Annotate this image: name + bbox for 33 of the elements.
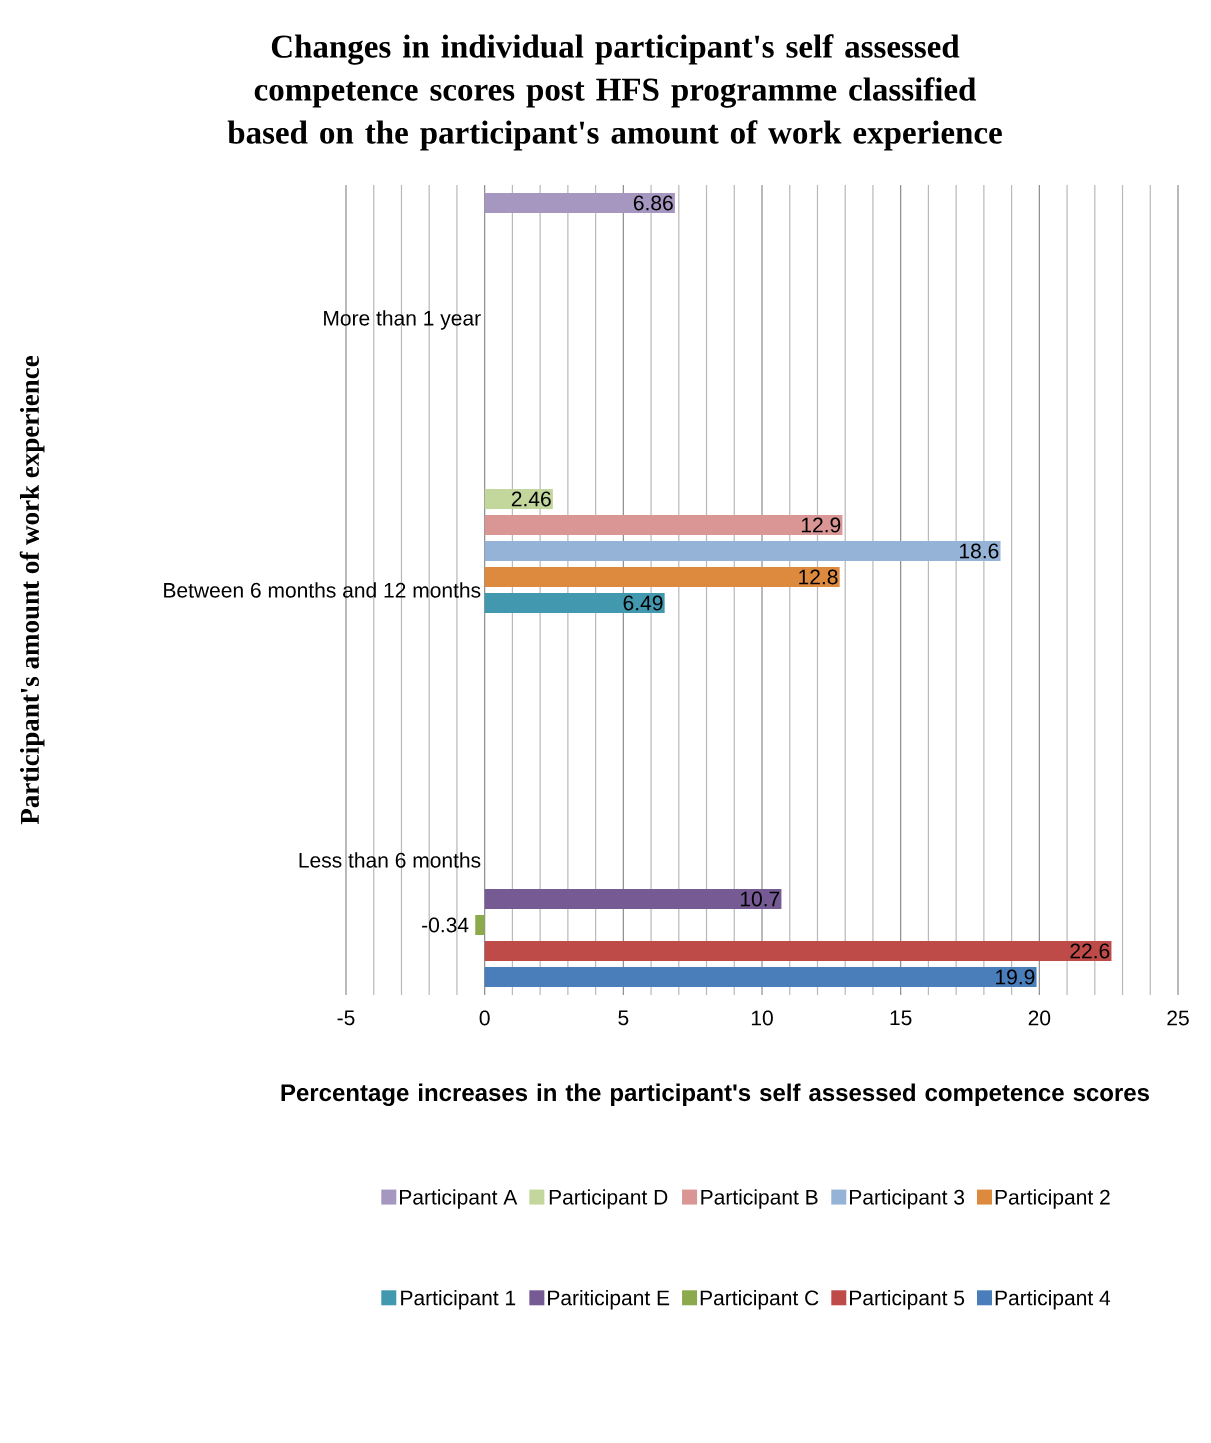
data-label: 6.49	[623, 595, 663, 611]
data-label: 18.6	[960, 543, 999, 559]
legend-label: Participant D	[549, 1189, 668, 1209]
data-label: 2.46	[511, 491, 551, 507]
y-axis-title: Participant's amount of work experience	[19, 355, 45, 825]
legend-label: Participant C	[700, 1289, 819, 1310]
x-tick-label: 5	[618, 1010, 629, 1026]
x-tick-label: 25	[1167, 1010, 1189, 1026]
data-label: 22.6	[1070, 943, 1110, 959]
legend-label: Participant A	[400, 1189, 518, 1209]
data-label: 10.7	[740, 891, 780, 907]
x-tick-label: -5	[337, 1010, 355, 1026]
legend-label: Participant 2	[995, 1189, 1110, 1209]
y-tick-label: More than 1 year	[324, 310, 481, 330]
x-tick-label: 0	[479, 1010, 490, 1026]
x-axis-title: Percentage increases in the participant's self assessed competence scores	[281, 1083, 1149, 1107]
data-label: 19.9	[996, 969, 1035, 985]
legend-label: Participant 3	[850, 1189, 965, 1209]
x-tick-label: 15	[890, 1010, 912, 1026]
chart-title: Changes in individual participant's self assessed competence scores post HFS programme classified based on the participant's amount of work experience	[227, 34, 1002, 151]
y-tick-label: Less than 6 months	[299, 852, 481, 868]
legend-label: Participant 4	[995, 1289, 1111, 1310]
legend-label: Participant 5	[850, 1289, 965, 1310]
y-tick-label: Between 6 months and 12 months	[164, 582, 481, 598]
x-tick-label: 20	[1028, 1010, 1051, 1026]
legend-label: Participant 1	[401, 1289, 516, 1310]
legend-label: Participant B	[701, 1189, 818, 1209]
legend-label: Pariticipant E	[548, 1289, 670, 1310]
data-label: -0.34	[422, 917, 469, 933]
x-tick-label: 10	[751, 1010, 773, 1026]
data-label: 12.8	[799, 569, 838, 585]
data-label: 12.9	[801, 517, 841, 533]
data-label: 6.86	[633, 195, 673, 211]
